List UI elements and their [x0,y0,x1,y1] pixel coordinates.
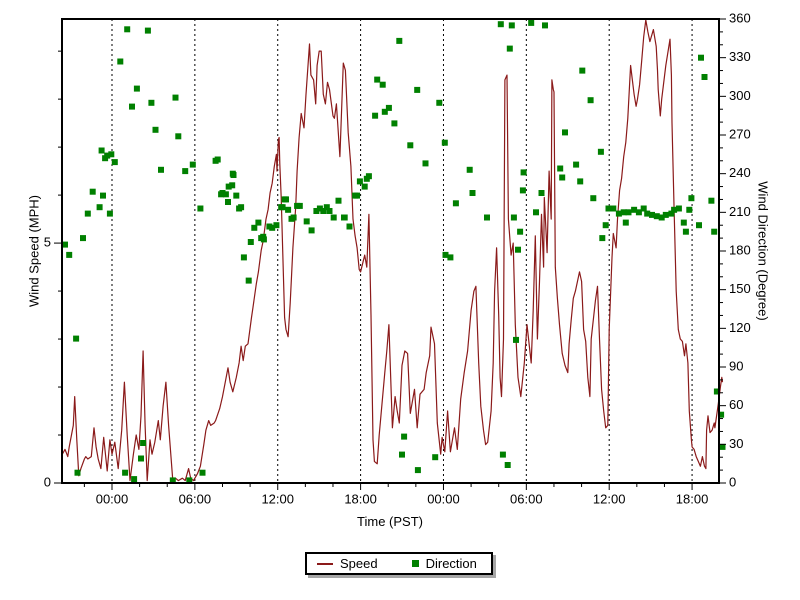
svg-text:18:00: 18:00 [676,492,709,507]
svg-text:00:00: 00:00 [427,492,460,507]
svg-text:150: 150 [729,281,751,296]
svg-text:60: 60 [729,397,743,412]
svg-text:12:00: 12:00 [261,492,294,507]
axis-tick-labels: 00:00 06:00 12:00 18:00 00:00 06:00 12:00 18:00… [44,10,751,506]
svg-text:360: 360 [729,10,751,25]
svg-text:330: 330 [729,49,751,64]
direction-scatter-series [62,19,726,484]
svg-text:12:00: 12:00 [593,492,626,507]
svg-text:06:00: 06:00 [510,492,543,507]
svg-text:0: 0 [44,474,51,489]
svg-text:90: 90 [729,358,743,373]
speed-line-series [61,19,724,482]
legend-item-direction: Direction [411,556,477,571]
svg-text:180: 180 [729,242,751,257]
svg-text:210: 210 [729,204,751,219]
plot-frame [61,18,720,484]
svg-text:06:00: 06:00 [179,492,212,507]
svg-text:00:00: 00:00 [96,492,129,507]
direction-marker-swatch [411,560,419,567]
legend-speed-label: Speed [340,556,378,571]
svg-text:0: 0 [729,474,736,489]
x-gridlines [111,19,693,483]
svg-text:30: 30 [729,436,743,451]
y-right-axis-title: Wind Direction (Degree) [755,181,771,321]
svg-text:120: 120 [729,320,751,335]
legend-direction-label: Direction [425,556,477,571]
svg-text:5: 5 [44,235,51,250]
svg-text:240: 240 [729,165,751,180]
legend-item-speed: Speed [317,556,378,571]
y-left-axis-title: Wind Speed (MPH) [26,195,42,307]
legend-box: Speed Direction [305,552,493,575]
x-axis-title: Time (PST) [357,514,423,529]
speed-line-swatch [317,562,333,565]
svg-text:300: 300 [729,88,751,103]
svg-text:270: 270 [729,126,751,141]
axis-ticks [54,18,726,490]
svg-text:18:00: 18:00 [344,492,377,507]
